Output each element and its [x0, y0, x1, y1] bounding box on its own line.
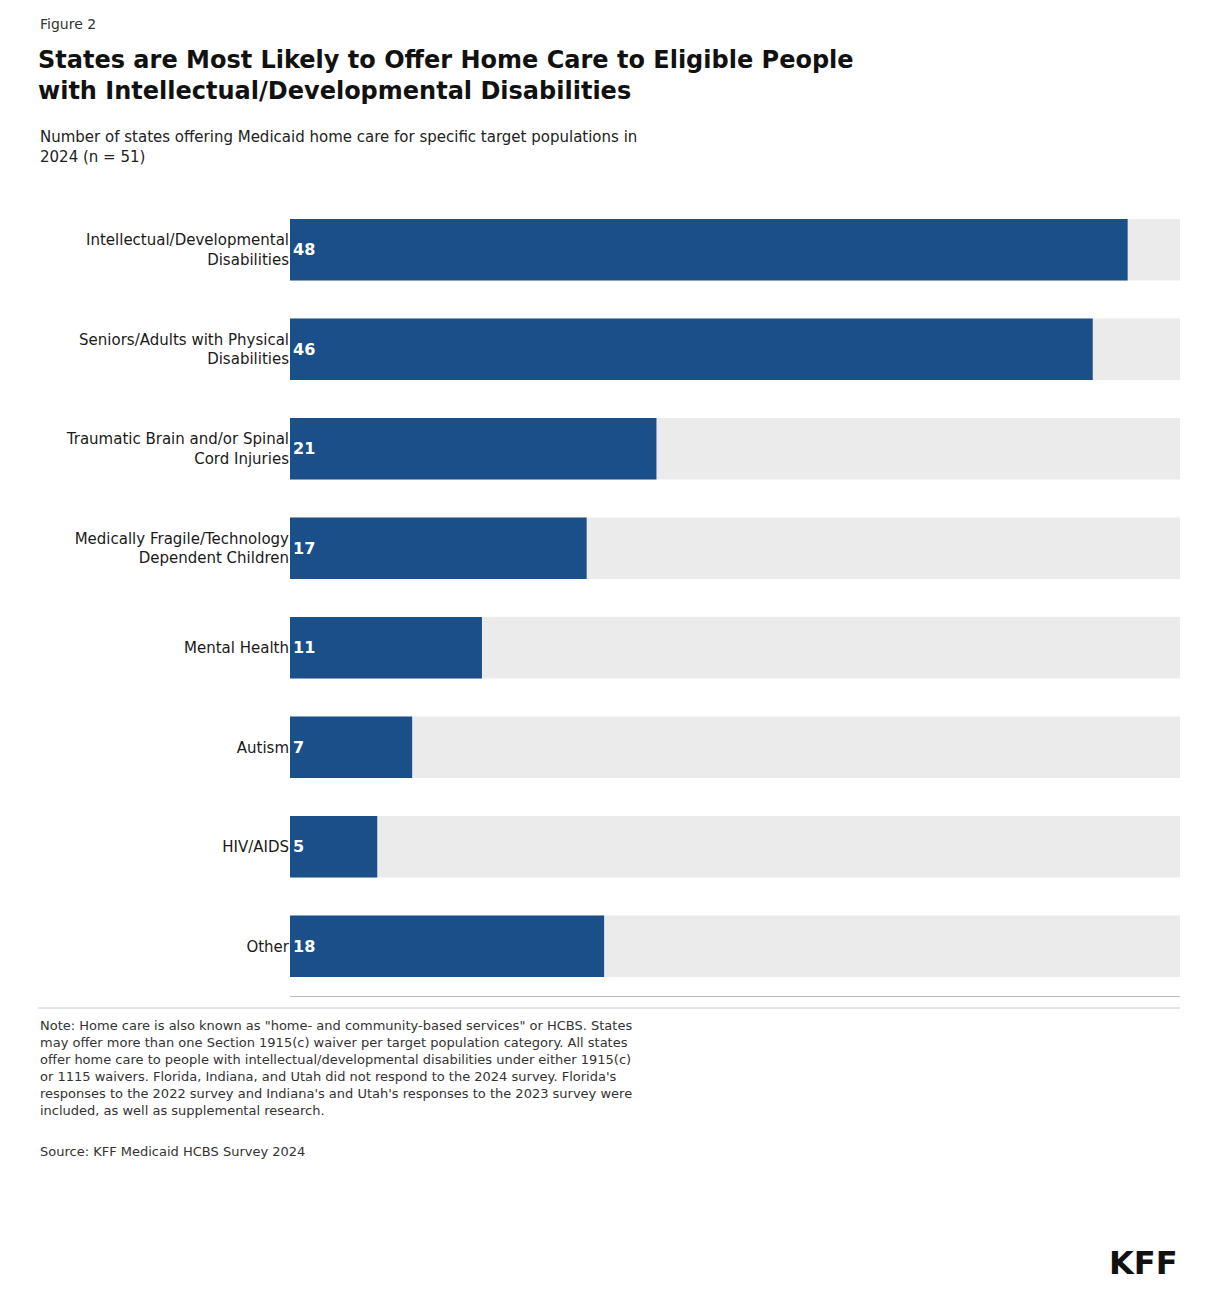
- svg-text:Other: Other: [246, 938, 289, 956]
- svg-text:11: 11: [293, 638, 315, 657]
- svg-text:18: 18: [293, 937, 315, 956]
- svg-text:21: 21: [293, 439, 315, 458]
- svg-text:Medically Fragile/TechnologyDe: Medically Fragile/TechnologyDependent Ch…: [75, 530, 289, 568]
- svg-text:46: 46: [293, 340, 315, 359]
- svg-text:States are Most Likely to Offe: States are Most Likely to Offer Home Car…: [38, 46, 854, 105]
- svg-text:HIV/AIDS: HIV/AIDS: [222, 838, 289, 856]
- svg-text:Source: KFF Medicaid HCBS Surv: Source: KFF Medicaid HCBS Survey 2024: [40, 1144, 305, 1159]
- svg-text:Seniors/Adults with PhysicalDi: Seniors/Adults with PhysicalDisabilities: [79, 331, 289, 369]
- svg-text:Number of states offering Medi: Number of states offering Medicaid home …: [40, 128, 637, 166]
- svg-text:Intellectual/DevelopmentalDisa: Intellectual/DevelopmentalDisabilities: [86, 231, 289, 269]
- svg-text:48: 48: [293, 240, 315, 259]
- svg-text:Traumatic Brain and/or SpinalC: Traumatic Brain and/or SpinalCord Injuri…: [66, 430, 289, 468]
- svg-text:5: 5: [293, 837, 304, 856]
- svg-text:Autism: Autism: [237, 739, 289, 757]
- svg-text:KFF: KFF: [1109, 1244, 1178, 1282]
- svg-text:7: 7: [293, 738, 304, 757]
- svg-text:Note: Home care is also known: Note: Home care is also known as "home- …: [40, 1018, 632, 1118]
- svg-text:17: 17: [293, 539, 315, 558]
- svg-text:Figure 2: Figure 2: [40, 16, 96, 32]
- svg-text:Mental Health: Mental Health: [184, 639, 289, 657]
